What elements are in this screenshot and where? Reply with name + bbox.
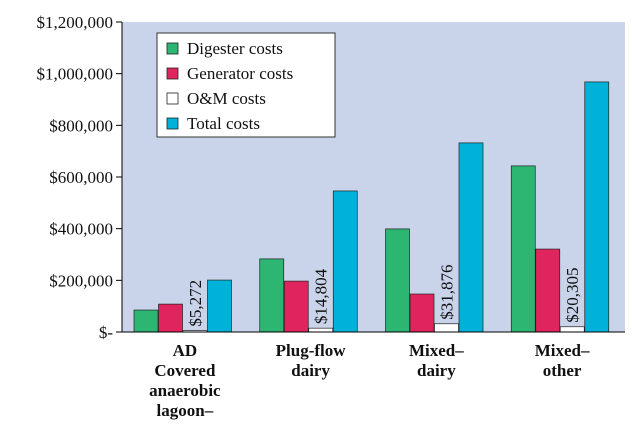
y-tick-label: $400,000 bbox=[49, 220, 113, 239]
y-tick-label: $1,000,000 bbox=[37, 65, 114, 84]
legend-swatch bbox=[166, 42, 179, 55]
bar bbox=[385, 228, 410, 333]
data-label: $14,804 bbox=[312, 268, 331, 324]
bar bbox=[283, 280, 309, 333]
legend-label: O&M costs bbox=[187, 89, 266, 108]
bar bbox=[409, 293, 435, 333]
legend-label: Generator costs bbox=[187, 64, 293, 83]
bar bbox=[535, 248, 561, 333]
bar bbox=[308, 327, 334, 333]
x-tick-label: Mixed– other bbox=[535, 341, 590, 380]
bar bbox=[584, 81, 610, 333]
y-tick-label: $1,200,000 bbox=[37, 13, 114, 32]
legend-swatch bbox=[166, 67, 179, 80]
legend-swatch bbox=[166, 117, 179, 130]
bar bbox=[434, 323, 459, 333]
bar bbox=[559, 326, 585, 333]
y-tick-label: $200,000 bbox=[49, 271, 113, 290]
bar bbox=[458, 142, 484, 333]
y-tick-label: $800,000 bbox=[49, 116, 113, 135]
bar bbox=[332, 190, 358, 333]
y-tick-label: $- bbox=[99, 323, 114, 342]
data-label: $20,305 bbox=[563, 268, 582, 323]
x-tick-label: Mixed– dairy bbox=[409, 341, 464, 380]
bar bbox=[510, 165, 536, 333]
data-label: $5,272 bbox=[186, 280, 205, 327]
y-tick-label: $600,000 bbox=[49, 168, 113, 187]
legend-box bbox=[156, 32, 336, 138]
bar bbox=[207, 279, 232, 333]
bar bbox=[158, 303, 183, 333]
legend-swatch bbox=[166, 92, 179, 105]
bar bbox=[259, 258, 285, 333]
legend-label: Digester costs bbox=[187, 39, 283, 58]
x-tick-label: Plug-flow dairy bbox=[276, 341, 347, 380]
data-label: $31,876 bbox=[438, 265, 457, 320]
legend-label: Total costs bbox=[187, 114, 260, 133]
bar bbox=[133, 309, 159, 333]
